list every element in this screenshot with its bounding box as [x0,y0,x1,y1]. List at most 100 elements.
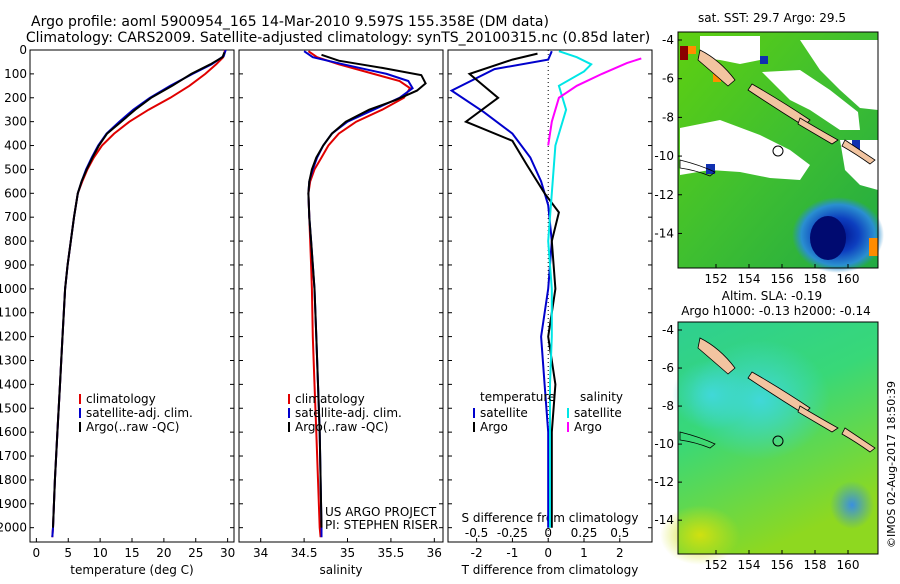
difference-xtick-label: 1 [580,546,588,560]
sst-coldest-patch [810,216,846,260]
sla-map-title-line2: Argo h1000: -0.13 h2000: -0.14 [681,304,871,318]
salinity-series-line [307,53,427,528]
sst-warm-pixel [688,46,696,54]
salinity-diff-tick-label: -0.5 [465,526,488,540]
depth-tick-label: 700 [4,210,27,224]
depth-tick-label: 500 [4,162,27,176]
temperature-xtick-label: 25 [188,546,203,560]
sla-island-newireland [697,337,736,375]
depth-tick-label: 0 [19,43,27,57]
sst-cold-pixel [760,56,768,64]
salinity-series-line [307,50,412,538]
salinity-frame [238,49,444,543]
salinity-xtick-label: 34 [253,546,268,560]
sla-map-ytick-label: -8 [662,399,674,413]
salinity-legend-label: Argo(..raw -QC) [295,420,388,434]
depth-tick-label: 1900 [0,497,27,511]
depth-tick-label: 800 [4,234,27,248]
sst-island-malaita [841,139,876,165]
depth-tick-label: 100 [4,67,27,81]
depth-tick-label: 300 [4,115,27,129]
sst-hot-pixel [680,46,688,60]
sla-map: Altim. SLA: -0.19 Argo h1000: -0.13 h200… [654,289,879,572]
sst-map-ticks: 152 154 156 158 160 -4 -6 -8 -10 -12 -14 [654,33,859,286]
sst-nodata-east [840,140,878,190]
legend-header-salinity: salinity [580,390,623,404]
figure-title-line1: Argo profile: aoml 5900954_165 14-Mar-20… [31,14,549,30]
temperature-panel: 0100200300400500600700800900100011001200… [0,43,235,577]
difference-legend-label: Argo [574,420,602,434]
sla-island-isabel [797,405,839,433]
salinity-diff-tick-label: 0.25 [571,526,598,540]
salinity-diff-tick-label: 0 [544,526,552,540]
sla-map-frame [677,321,879,555]
salinity-xtick-label: 35.5 [378,546,405,560]
sla-map-xtick-label: 160 [837,558,860,572]
temperature-xtick-label: 30 [220,546,235,560]
sst-cold-pixel-3 [852,140,860,150]
salinity-diff-tick-label: -0.25 [497,526,528,540]
sla-map-ytick-label: -6 [662,361,674,375]
salinity-diff-tick-label: 0.5 [610,526,629,540]
sst-map-ytick-label: -8 [662,110,674,124]
sst-map-frame [677,31,879,269]
sla-map-xtick-label: 156 [771,558,794,572]
sst-map-xtick-label: 154 [738,272,761,286]
difference-legend-label: satellite [480,406,528,420]
pi-annotation: US ARGO PROJECT [325,505,437,519]
sla-map-xtick-label: 152 [705,558,728,572]
sst-island-isabel [797,117,839,145]
sst-map-ytick-label: -12 [654,188,674,202]
difference-xtick-label: 2 [616,546,624,560]
temperature-legend-label: Argo(..raw -QC) [86,420,179,434]
temperature-xtick-label: 20 [156,546,171,560]
watermark-timestamp: ©IMOS 02-Aug-2017 18:50:39 [885,381,898,548]
depth-tick-label: 1000 [0,282,27,296]
figure-title-line2: Climatology: CARS2009. Satellite-adjuste… [26,30,650,46]
sst-island-newireland [697,49,736,87]
sla-map-ytick-label: -12 [654,475,674,489]
difference-panel: -2 -1 0 1 2 T difference from climatology -0.5… [447,49,653,577]
depth-tick-label: 1600 [0,425,27,439]
sst-map-xtick-label: 156 [771,272,794,286]
sla-map-title-line1: Altim. SLA: -0.19 [722,289,822,303]
salinity-xtick-label: 35 [340,546,355,560]
sla-coast-papua [679,431,716,449]
depth-tick-label: 1400 [0,377,27,391]
difference-legend-label: satellite [574,406,622,420]
sla-cyan-patch-2 [672,360,752,430]
pi-annotation: PI: STEPHEN RISER [325,518,438,532]
sst-nodata-north [700,36,760,64]
temperature-xlabel: temperature (deg C) [70,563,193,577]
temperature-xtick-label: 0 [33,546,41,560]
sst-map-ytick-label: -4 [662,33,674,47]
sst-map-xtick-label: 160 [837,272,860,286]
sst-map-ytick-label: -14 [654,226,674,240]
sla-map-xtick-label: 158 [804,558,827,572]
sst-cold-pixel-2 [706,164,715,174]
sst-warm-pixel-2 [713,74,721,82]
salinity-legend-label: satellite-adj. clim. [295,406,402,420]
sst-argo-location-marker [772,145,784,157]
sla-argo-location-marker [772,435,784,447]
temperature-legend-label: satellite-adj. clim. [86,406,193,420]
depth-tick-label: 200 [4,91,27,105]
sst-map: sat. SST: 29.7 Argo: 29.5 152 154 156 158 16… [654,11,884,286]
difference-xlabel: T difference from climatology [461,563,639,577]
difference-xtick-label: -1 [506,546,518,560]
temperature-series-line [52,52,226,528]
sla-island-malaita [841,427,876,453]
depth-tick-label: 1700 [0,449,27,463]
depth-tick-label: 900 [4,258,27,272]
difference-series-line [547,57,642,146]
profile-plots: 0100200300400500600700800900100011001200… [0,43,653,577]
temperature-xtick-label: 10 [92,546,107,560]
difference-xtick-label: 0 [544,546,552,560]
sst-map-xtick-label: 158 [804,272,827,286]
difference-xtick-label: -2 [471,546,483,560]
sst-map-title: sat. SST: 29.7 Argo: 29.5 [698,11,846,25]
depth-tick-label: 400 [4,139,27,153]
depth-tick-label: 1800 [0,473,27,487]
sst-map-xtick-label: 152 [705,272,728,286]
